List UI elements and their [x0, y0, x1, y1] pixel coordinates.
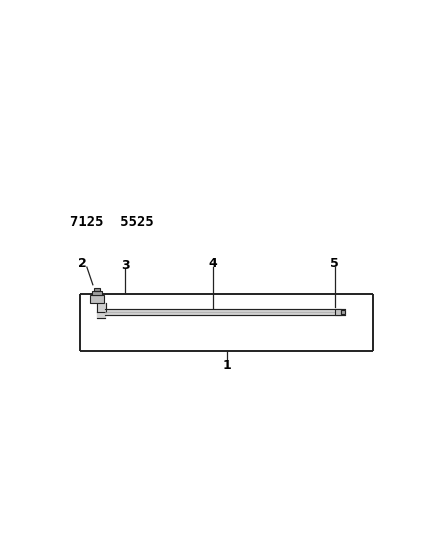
Text: 4: 4 — [209, 256, 218, 270]
Text: 7125  5525: 7125 5525 — [70, 215, 154, 229]
Bar — [91, 292, 103, 295]
Text: 2: 2 — [78, 256, 86, 270]
Text: 1: 1 — [222, 359, 231, 372]
Bar — [94, 288, 100, 292]
Bar — [90, 295, 104, 303]
Text: 3: 3 — [121, 259, 130, 271]
Bar — [341, 310, 344, 314]
Bar — [335, 309, 341, 315]
Text: 5: 5 — [330, 256, 339, 270]
